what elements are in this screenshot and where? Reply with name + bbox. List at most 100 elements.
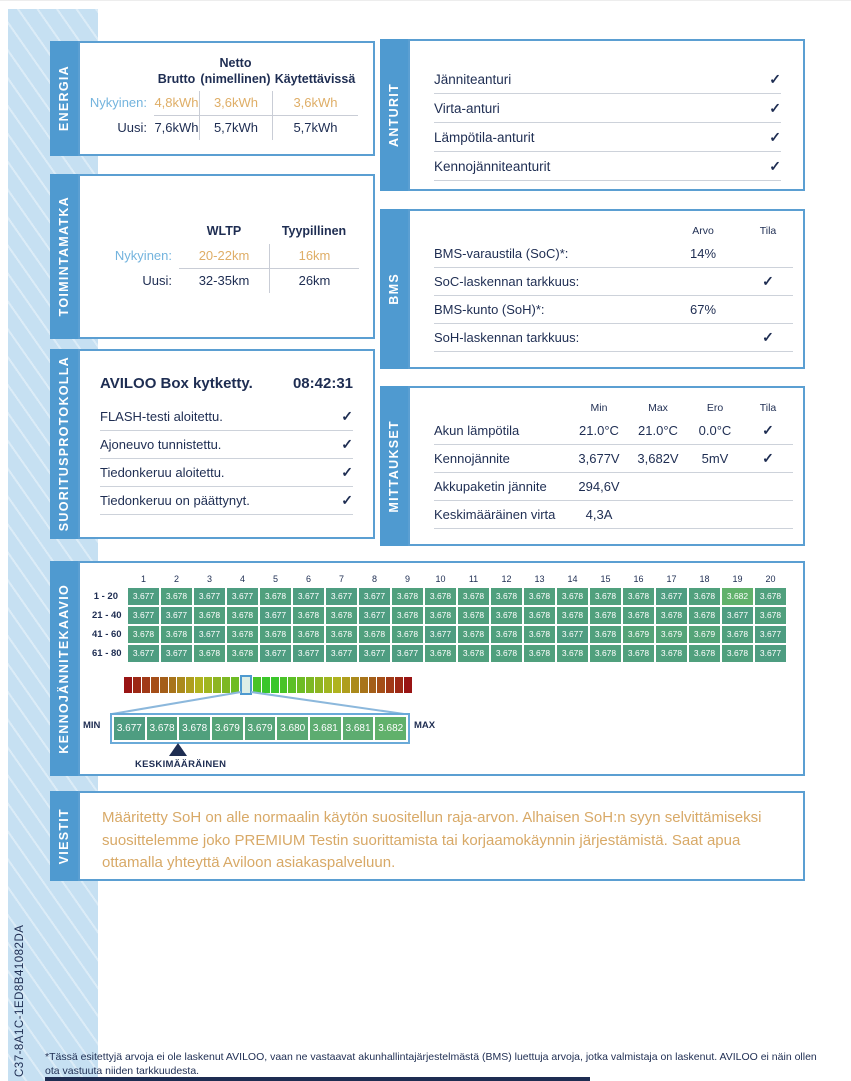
voltage-cell: 3.677 [260, 607, 291, 624]
voltage-cell: 3.678 [524, 626, 555, 643]
scale-segment [195, 677, 204, 693]
column-header: 12 [501, 574, 512, 584]
scale-segment [141, 677, 150, 693]
tab-kennojannitekaavio: KENNOJÄNNITEKAAVIO [50, 561, 78, 776]
section-suoritusprotokolla: SUORITUSPROTOKOLLA AVILOO Box kytketty. … [50, 349, 375, 539]
tab-mittaukset-label: MITTAUKSET [387, 419, 401, 513]
section-bms: BMS Arvo Tila BMS-varaustila (SoC)*: 14% S… [380, 209, 805, 369]
table-row: Keskimääräinen virta 4,3A [434, 501, 793, 529]
card-kennojannitekaavio: 1 2 3 4 5 6 7 8 9 10 11 12 13 14 15 16 17 18 19 20 1 - 20 3.6… [78, 561, 805, 776]
protocol-timestamp: 08:42:31 [292, 375, 353, 392]
bottom-bar [45, 1077, 590, 1081]
section-viestit: VIESTIT Määritetty SoH on alle normaalin… [50, 791, 805, 881]
section-anturit: ANTURIT Jänniteanturi ✓ Virta-anturi ✓ Lämpö… [380, 39, 805, 191]
check-row: Tiedonkeruu on päättynyt. ✓ [100, 487, 353, 515]
ero-cell: 0.0°C [698, 423, 732, 438]
voltage-cell: 3.677 [722, 607, 753, 624]
scale-segment [350, 677, 359, 693]
voltage-cell: 3.677 [425, 626, 456, 643]
energia-col-header-netto-line2: (nimellinen) [200, 71, 271, 86]
report-code: C37-8A1C-1ED8B41082DA [14, 924, 26, 1077]
column-header: 6 [305, 574, 311, 584]
value-cell: 3,6kWh [199, 91, 272, 117]
voltage-cell: 3.678 [260, 588, 291, 605]
voltage-cell: 3.678 [392, 626, 423, 643]
voltage-cell: 3.678 [227, 607, 258, 624]
zoom-voltage-cell: 3.681 [310, 717, 341, 740]
check-icon: ✓ [341, 464, 353, 480]
bms-header-tila: Tila [759, 225, 777, 237]
scale-segment [124, 677, 132, 693]
voltage-cell: 3.682 [722, 588, 753, 605]
voltage-cell: 3.678 [524, 588, 555, 605]
column-header: 16 [633, 574, 644, 584]
scale-segment [270, 677, 279, 693]
scale-segment [306, 677, 315, 693]
check-icon: ✓ [341, 408, 353, 424]
voltage-cell: 3.677 [293, 645, 324, 662]
row-label: Nykyinen: [114, 247, 172, 263]
row-label: FLASH-testi aloitettu. [100, 409, 223, 424]
voltage-cell: 3.678 [623, 588, 654, 605]
scale-segment [386, 677, 395, 693]
voltage-cell: 3.677 [194, 626, 225, 643]
tab-mittaukset: MITTAUKSET [380, 386, 408, 546]
card-anturit: Jänniteanturi ✓ Virta-anturi ✓ Lämpötila-ant… [408, 39, 805, 191]
column-header: 4 [239, 574, 245, 584]
min-cell: 4,3A [585, 507, 613, 522]
sensor-list: Jänniteanturi ✓ Virta-anturi ✓ Lämpötila-ant… [434, 65, 781, 181]
column-header: 9 [404, 574, 410, 584]
column-header: 7 [338, 574, 344, 584]
measurements-table-header: Min Max Ero Tila [434, 402, 793, 414]
corner-cell [92, 573, 126, 586]
scale-segment [213, 677, 221, 693]
zoom-voltage-cell: 3.682 [375, 717, 407, 740]
voltage-cell: 3.678 [260, 626, 291, 643]
row-label: Kennojänniteanturit [434, 158, 551, 174]
bms-table: Arvo Tila BMS-varaustila (SoC)*: 14% SoC-l… [434, 225, 793, 352]
voltage-cell: 3.678 [590, 588, 621, 605]
check-row: Ajoneuvo tunnistettu. ✓ [100, 431, 353, 459]
table-row: Akkupaketin jännite 294,6V [434, 473, 793, 501]
row-label: Virta-anturi [434, 100, 500, 116]
row-label: Keskimääräinen virta [434, 507, 556, 522]
row-label: BMS-varaustila (SoC)*: [434, 246, 569, 261]
voltage-cell: 3.677 [359, 607, 390, 624]
scale-segment [368, 677, 377, 693]
table-row: Akun lämpötila 21.0°C 21.0°C 0.0°C ✓ [434, 417, 793, 445]
check-row: Lämpötila-anturit ✓ [434, 123, 781, 152]
section-energia: ENERGIA Brutto Netto (nimellinen) Käytet… [50, 41, 375, 156]
table-row: SoH-laskennan tarkkuus: ✓ [434, 324, 793, 352]
voltage-cell: 3.678 [425, 607, 456, 624]
scale-segment [261, 677, 270, 693]
measurements-header-max: Max [648, 402, 668, 414]
tab-suoritusprotokolla: SUORITUSPROTOKOLLA [50, 349, 78, 539]
voltage-cell: 3.677 [161, 607, 192, 624]
scale-segment [186, 677, 195, 693]
voltage-cell: 3.677 [260, 645, 291, 662]
voltage-cell: 3.679 [689, 626, 720, 643]
voltage-cell: 3.678 [524, 607, 555, 624]
value-cell: 7,6kWh [154, 120, 199, 136]
voltage-cell: 3.678 [458, 626, 489, 643]
voltage-cell: 3.678 [689, 588, 720, 605]
voltage-cell: 3.677 [161, 645, 192, 662]
voltage-cell: 3.678 [161, 588, 192, 605]
check-icon: ✓ [769, 128, 781, 145]
row-label: 41 - 60 [92, 629, 122, 640]
voltage-scale-bar [124, 675, 413, 695]
column-header: 13 [534, 574, 545, 584]
voltage-cell: 3.678 [326, 607, 357, 624]
voltage-cell: 3.678 [425, 645, 456, 662]
voltage-cell: 3.678 [161, 626, 192, 643]
row-label: Uusi: [117, 120, 147, 136]
column-header: 19 [732, 574, 743, 584]
voltage-cell: 3.678 [722, 626, 753, 643]
voltage-cell: 3.678 [557, 588, 588, 605]
tab-toimintamatka-label: TOIMINTAMATKA [57, 196, 71, 317]
decor-side-strip [8, 9, 98, 1081]
zoom-voltage-cell: 3.679 [244, 717, 276, 740]
row-label: BMS-kunto (SoH)*: [434, 302, 545, 317]
voltage-cell: 3.677 [656, 588, 687, 605]
voltage-cell: 3.678 [425, 588, 456, 605]
